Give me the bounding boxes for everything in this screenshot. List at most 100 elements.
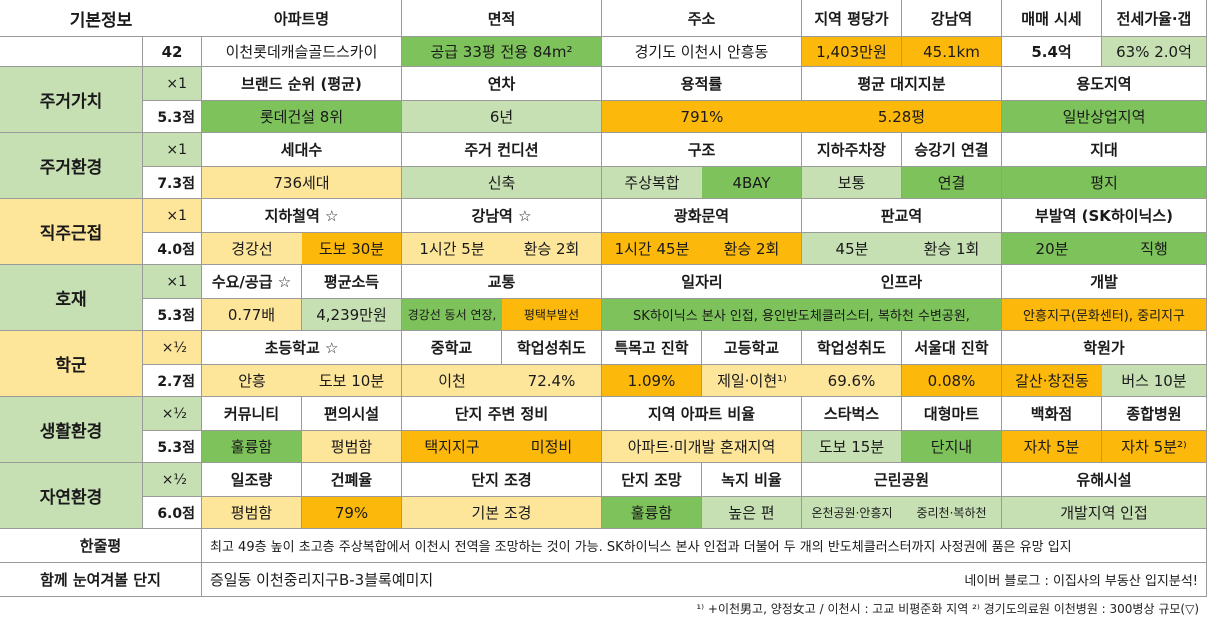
table-cell: 이천롯데캐슬골드스카이 (202, 37, 402, 67)
header-cell: 용도지역 (1002, 67, 1207, 101)
table-cell: 1.09% (602, 365, 702, 397)
header-cell: 지하철역 ☆ (202, 199, 402, 233)
table-cell: 0.08% (902, 365, 1002, 397)
table-cell: 5.3점 (143, 101, 202, 133)
table-cell: 개발지역 인접 (1002, 497, 1207, 529)
category-cell: 호재 (0, 265, 143, 331)
table-cell: 이천 (402, 365, 502, 397)
header-cell: 서울대 진학 (902, 331, 1002, 365)
table-cell: 자차 5분 (1002, 431, 1102, 463)
header-cell: 종합병원 (1102, 397, 1207, 431)
table-cell: 중리천·복하천 (902, 497, 1002, 529)
table-cell: 1시간 45분 (602, 233, 702, 265)
header-cell: 매매 시세 (1002, 0, 1102, 37)
footnote: ¹⁾ +이천男고, 양정女고 / 이천시 : 고교 비평준화 지역 ²⁾ 경기도… (696, 602, 1199, 616)
table-cell: 평택부발선 (502, 299, 602, 331)
header-cell: 단지 주변 정비 (402, 397, 602, 431)
table-cell: 평지 (1002, 167, 1207, 199)
header-cell: 수요/공급 ☆ (202, 265, 302, 299)
table-cell: 안흥지구(문화센터), 중리지구 (1002, 299, 1207, 331)
table-cell: 도보 15분 (802, 431, 902, 463)
header-cell: 부발역 (SK하이닉스) (1002, 199, 1207, 233)
table-cell: 5.28평 (802, 101, 1002, 133)
header-cell: 일자리 (602, 265, 802, 299)
header-cell: 주거 컨디션 (402, 133, 602, 167)
table-cell: 기본 조경 (402, 497, 602, 529)
table-cell: 높은 편 (702, 497, 802, 529)
header-cell: 백화점 (1002, 397, 1102, 431)
table-cell: 791% (602, 101, 802, 133)
table-cell (0, 37, 143, 67)
table-cell: 6.0점 (143, 497, 202, 529)
table-cell: 도보 30분 (302, 233, 402, 265)
header-cell: 건폐율 (302, 463, 402, 497)
table-cell: 환승 1회 (902, 233, 1002, 265)
header-cell: 지역 평당가 (802, 0, 902, 37)
table-cell: 7.3점 (143, 167, 202, 199)
table-cell: 안흥 (202, 365, 302, 397)
table-cell: 버스 10분 (1102, 365, 1207, 397)
table-cell: 롯데건설 8위 (202, 101, 402, 133)
header-cell: 일조량 (202, 463, 302, 497)
header-cell: 녹지 비율 (702, 463, 802, 497)
header-cell: 승강기 연결 (902, 133, 1002, 167)
table-cell: 연결 (902, 167, 1002, 199)
table-cell: 증일동 이천중리지구B-3블록예미지 (202, 563, 802, 597)
table-cell: 72.4% (502, 365, 602, 397)
table-cell: 주상복합 (602, 167, 702, 199)
header-cell: 구조 (602, 133, 802, 167)
table-cell: 0.77배 (202, 299, 302, 331)
table-cell: ×1 (143, 133, 202, 167)
table-cell: 4BAY (702, 167, 802, 199)
header-cell: 단지 조경 (402, 463, 602, 497)
header-cell: 한줄평 (0, 529, 202, 563)
category-cell: 자연환경 (0, 463, 143, 529)
table-cell: ×1 (143, 67, 202, 101)
header-cell: 연차 (402, 67, 602, 101)
table-cell: 훌륭함 (202, 431, 302, 463)
header-cell: 평균소득 (302, 265, 402, 299)
header-cell: 지역 아파트 비율 (602, 397, 802, 431)
category-cell: 생활환경 (0, 397, 143, 463)
table-cell: 5.3점 (143, 431, 202, 463)
header-cell: 대형마트 (902, 397, 1002, 431)
header-cell: 특목고 진학 (602, 331, 702, 365)
header-cell: 커뮤니티 (202, 397, 302, 431)
table-cell: 평범함 (302, 431, 402, 463)
table-cell: 훌륭함 (602, 497, 702, 529)
table-cell: 20분 (1002, 233, 1102, 265)
header-cell: 면적 (402, 0, 602, 37)
table-cell: 1,403만원 (802, 37, 902, 67)
header-cell: 함께 눈여겨볼 단지 (0, 563, 202, 597)
header-cell: 강남역 (902, 0, 1002, 37)
header-cell: 학업성취도 (502, 331, 602, 365)
table-cell: 2.7점 (143, 365, 202, 397)
table-cell: 45분 (802, 233, 902, 265)
table-cell: 69.6% (802, 365, 902, 397)
category-cell: 기본정보 (0, 0, 202, 37)
table-cell: ×½ (143, 397, 202, 431)
header-cell: 판교역 (802, 199, 1002, 233)
table-cell: 제일·이현¹⁾ (702, 365, 802, 397)
header-cell: 인프라 (802, 265, 1002, 299)
table-cell: 보통 (802, 167, 902, 199)
table-cell: ×1 (143, 265, 202, 299)
category-cell: 주거가치 (0, 67, 143, 133)
header-cell: 주소 (602, 0, 802, 37)
category-cell: 주거환경 (0, 133, 143, 199)
table-cell: 환승 2회 (702, 233, 802, 265)
table-cell: 79% (302, 497, 402, 529)
table-cell: 최고 49층 높이 초고층 주상복합에서 이천시 전역을 조망하는 것이 가능.… (202, 529, 1207, 563)
header-cell: 교통 (402, 265, 602, 299)
table-cell: 환승 2회 (502, 233, 602, 265)
table-cell: 5.3점 (143, 299, 202, 331)
table-cell: 45.1km (902, 37, 1002, 67)
table-cell: 택지지구 (402, 431, 502, 463)
header-cell: 지하주차장 (802, 133, 902, 167)
header-cell: 평균 대지지분 (802, 67, 1002, 101)
header-cell: 근린공원 (802, 463, 1002, 497)
header-cell: 단지 조망 (602, 463, 702, 497)
table-cell: 도보 10분 (302, 365, 402, 397)
table-cell: 평범함 (202, 497, 302, 529)
header-cell: 고등학교 (702, 331, 802, 365)
